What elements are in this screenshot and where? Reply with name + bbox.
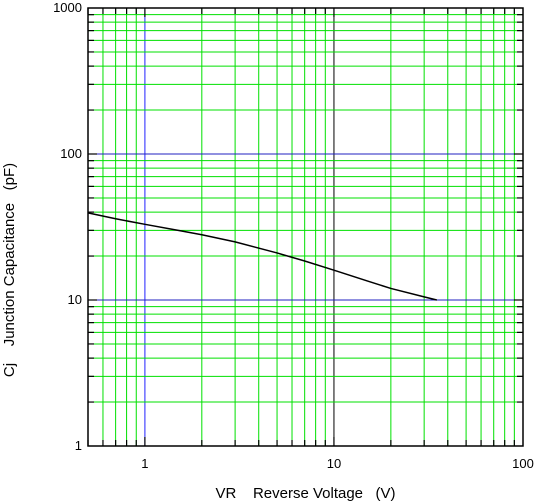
y-tick-labels: 1 10 100 1000 [53,0,82,453]
x-tick-labels: 1 10 100 [141,456,534,471]
series-group [87,212,437,301]
y-tick-label: 10 [68,292,82,307]
plot-frame [87,7,524,447]
y-tick-label: 1000 [53,0,82,15]
y-axis-label: Cj Junction Capacitance (pF) [1,163,18,377]
x-axis-label: VR Reverse Voltage (V) [215,485,395,502]
y-tick-label: 100 [60,146,82,161]
x-tick-label: 1 [141,456,148,471]
tick-marks [87,8,523,446]
x-tick-label: 10 [327,456,341,471]
series-line [87,212,437,301]
x-tick-label: 100 [512,456,534,471]
grid [87,8,523,446]
y-tick-label: 1 [75,438,82,453]
